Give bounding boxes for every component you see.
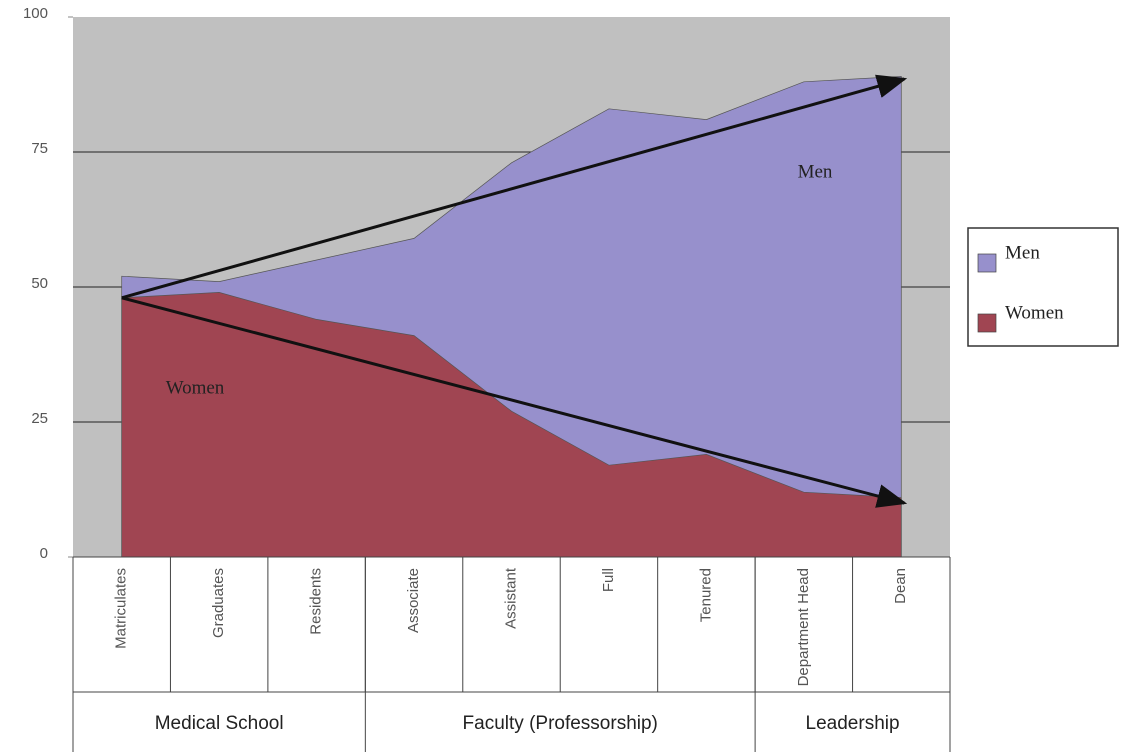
y-tick-label: 100 — [23, 5, 48, 22]
x-tick-label: Assistant — [502, 567, 519, 629]
legend-swatch — [977, 313, 997, 333]
x-tick-label: Graduates — [210, 568, 227, 638]
legend-label: Women — [1005, 302, 1064, 323]
y-tick-label: 25 — [31, 410, 48, 427]
legend-label: Men — [1005, 242, 1040, 263]
y-tick-label: 0 — [40, 545, 48, 562]
group-label: Leadership — [806, 713, 900, 734]
y-tick-label: 75 — [31, 140, 48, 157]
trend-arrow — [121, 296, 908, 508]
annotation: Women — [166, 377, 225, 398]
x-tick-label: Tenured — [697, 568, 714, 622]
trend-arrow — [121, 74, 908, 300]
x-tick-label: Full — [600, 568, 617, 592]
annotation: Men — [798, 161, 833, 182]
group-label: Medical School — [155, 713, 284, 734]
x-tick-label: Residents — [308, 568, 325, 635]
group-label: Faculty (Professorship) — [463, 713, 658, 734]
x-tick-label: Department Head — [795, 568, 812, 686]
legend-swatch — [977, 253, 997, 273]
x-tick-label: Associate — [405, 568, 422, 633]
x-tick-label: Dean — [892, 568, 909, 604]
y-tick-label: 50 — [31, 275, 48, 292]
x-tick-label: Matriculates — [113, 568, 130, 649]
